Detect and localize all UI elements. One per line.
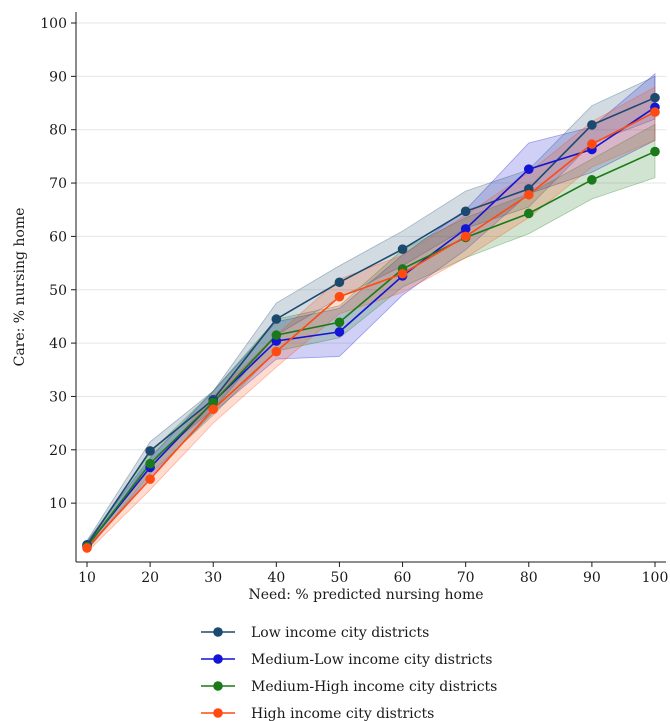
y-tick-label: 50: [49, 283, 67, 299]
data-point: [460, 224, 471, 234]
legend: Low income city districts Medium-Low inco…: [201, 625, 497, 721]
data-point: [208, 404, 219, 415]
x-tick-label: 70: [457, 570, 475, 586]
x-tick-label: 50: [331, 570, 349, 586]
data-point: [334, 291, 345, 302]
legend-marker: [213, 627, 223, 637]
confidence-band: [86, 86, 656, 554]
legend-label: High income city districts: [251, 706, 434, 721]
legend-marker: [213, 708, 223, 718]
data-point: [82, 543, 92, 553]
y-tick-label: 10: [49, 496, 67, 512]
legend-marker: [213, 654, 223, 664]
confidence-band: [86, 123, 656, 552]
data-point: [587, 120, 597, 130]
series-points: [82, 92, 660, 553]
y-tick-label: 30: [49, 389, 67, 405]
data-point: [397, 244, 408, 255]
y-tick-label: 80: [49, 123, 67, 139]
y-tick-label: 90: [49, 69, 67, 85]
x-tick-label: 30: [204, 570, 222, 586]
y-axis-ticks: 10 20 30 40 50 60 70 80 90 100: [40, 16, 76, 512]
data-point: [334, 317, 345, 328]
series-line: [86, 111, 656, 549]
data-point: [397, 268, 408, 279]
x-tick-label: 80: [520, 570, 538, 586]
data-point: [523, 164, 534, 174]
axes: [75, 12, 666, 563]
y-tick-label: 60: [49, 229, 67, 245]
series-line: [86, 96, 656, 546]
data-point: [587, 175, 597, 185]
x-tick-label: 40: [267, 570, 285, 586]
data-point: [145, 458, 155, 469]
legend-label: Low income city districts: [251, 625, 429, 641]
y-tick-label: 100: [40, 16, 67, 32]
x-axis-ticks: 10 20 30 40 50 60 70 80 90 100: [78, 562, 668, 586]
legend-label: Medium-High income city districts: [251, 679, 497, 695]
confidence-band: [86, 72, 656, 552]
grid-lines: [76, 22, 666, 504]
data-point: [460, 206, 471, 217]
data-point: [271, 346, 282, 357]
data-point: [271, 314, 282, 324]
y-tick-label: 20: [49, 443, 67, 459]
y-tick-label: 40: [49, 336, 67, 352]
data-point: [650, 146, 660, 157]
data-point: [523, 208, 534, 219]
data-point: [650, 92, 660, 103]
data-point: [271, 330, 282, 340]
legend-marker: [213, 681, 223, 691]
data-point: [145, 446, 155, 456]
data-point: [650, 107, 660, 117]
x-tick-label: 20: [141, 570, 159, 586]
series-line: [86, 106, 656, 547]
x-tick-label: 100: [642, 570, 669, 586]
data-point: [145, 474, 155, 484]
x-tick-label: 90: [583, 570, 601, 586]
data-point: [334, 327, 345, 337]
x-tick-label: 60: [394, 570, 412, 586]
data-point: [587, 139, 597, 149]
x-axis-title: Need: % predicted nursing home: [248, 587, 483, 603]
x-tick-label: 10: [78, 570, 96, 586]
data-point: [334, 277, 345, 288]
data-point: [523, 189, 534, 200]
legend-label: Medium-Low income city districts: [251, 652, 492, 668]
data-point: [208, 397, 219, 408]
data-point: [460, 231, 471, 242]
series-lines: [86, 96, 656, 549]
y-axis-title: Care: % nursing home: [12, 208, 28, 367]
y-tick-label: 70: [49, 176, 67, 192]
series-line: [86, 150, 656, 547]
